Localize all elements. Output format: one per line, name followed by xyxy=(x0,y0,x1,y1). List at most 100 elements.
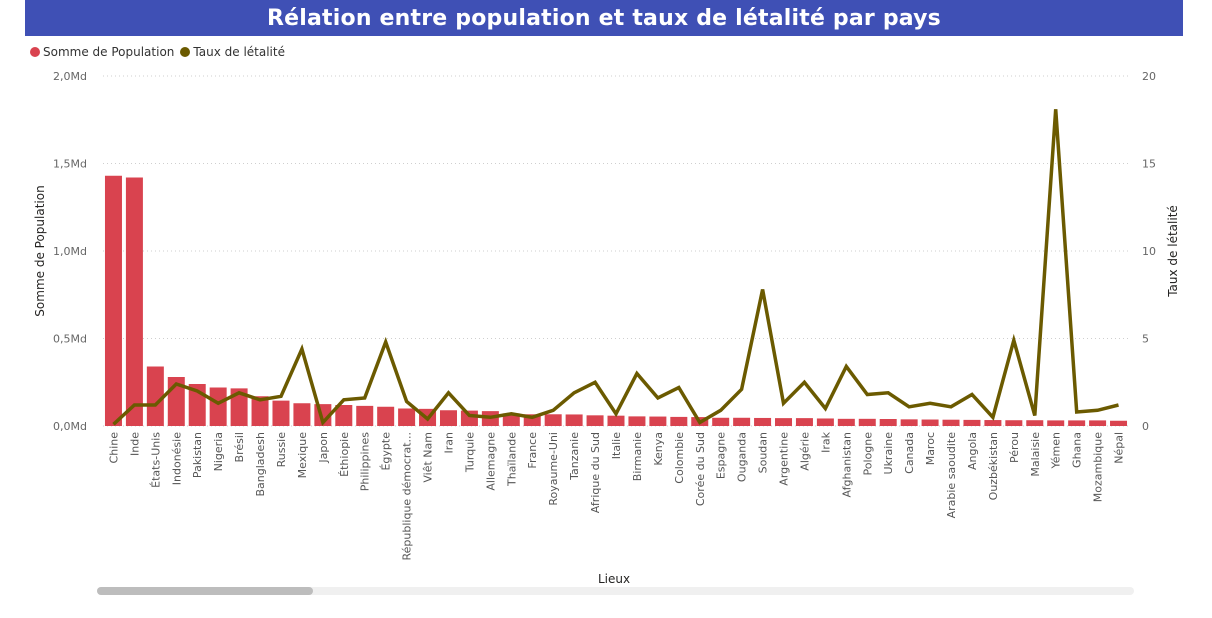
x-tick-label: Pérou xyxy=(1008,432,1021,463)
bar-population xyxy=(921,419,939,426)
bar-population xyxy=(1005,420,1023,426)
x-tick-label: Birmanie xyxy=(631,432,644,481)
legend-item-lethality[interactable]: Taux de létalité xyxy=(180,45,285,59)
chart-title: Rélation entre population et taux de lét… xyxy=(267,5,941,31)
y-tick-label: 1,5Md xyxy=(53,158,87,171)
y2-tick-label: 15 xyxy=(1142,158,1156,171)
x-tick-label: Italie xyxy=(610,432,623,459)
bar-population xyxy=(1068,420,1086,426)
x-axis-title: Lieux xyxy=(598,572,630,586)
x-tick-label: Thaïlande xyxy=(505,432,518,487)
bar-population xyxy=(712,417,730,426)
x-tick-label: Angola xyxy=(966,432,979,470)
bar-population xyxy=(104,175,122,426)
bar-population xyxy=(963,419,981,426)
x-tick-label: Corée du Sud xyxy=(694,432,707,506)
y2-tick-label: 5 xyxy=(1142,333,1149,346)
x-tick-label: Viêt Nam xyxy=(422,432,435,483)
x-tick-label: Égypte xyxy=(380,432,393,471)
bar-population xyxy=(377,406,395,426)
bar-population xyxy=(984,420,1002,426)
x-tick-label: Pologne xyxy=(861,432,874,476)
x-tick-label: Pakistan xyxy=(191,432,204,478)
x-tick-label: Irak xyxy=(819,431,832,453)
bar-population xyxy=(858,418,876,426)
bar-population xyxy=(879,419,897,426)
y2-tick-label: 20 xyxy=(1142,70,1156,83)
legend-item-population[interactable]: Somme de Population xyxy=(30,45,174,59)
bar-population xyxy=(775,418,793,426)
x-tick-label: Ouganda xyxy=(736,432,749,482)
x-tick-label: Bangladesh xyxy=(254,432,267,497)
x-tick-label: Maroc xyxy=(924,432,937,465)
bar-population xyxy=(795,418,813,426)
y-tick-label: 2,0Md xyxy=(53,70,87,83)
bar-population xyxy=(1089,420,1107,426)
bar-population xyxy=(335,405,353,426)
horizontal-scrollbar[interactable] xyxy=(97,587,1134,595)
bar-population xyxy=(356,405,374,426)
x-tick-label: Colombie xyxy=(673,432,686,484)
bar-population xyxy=(502,413,520,426)
x-tick-label: Algérie xyxy=(798,432,811,471)
x-tick-label: Ouzbékistan xyxy=(987,432,1000,500)
x-tick-label: Soudan xyxy=(757,432,770,473)
x-tick-label: Mexique xyxy=(296,432,309,479)
bar-population xyxy=(586,415,604,426)
line-lethality xyxy=(112,109,1119,426)
scrollbar-thumb[interactable] xyxy=(97,587,313,595)
x-tick-label: Espagne xyxy=(715,432,728,479)
x-tick-label: Ukraine xyxy=(882,432,895,475)
bar-population xyxy=(837,418,855,426)
x-tick-label: Éthiopie xyxy=(338,432,351,477)
bar-population xyxy=(544,414,562,426)
x-tick-label: Malaisie xyxy=(1029,432,1042,477)
x-tick-label: Japon xyxy=(317,432,330,464)
x-tick-label: Chine xyxy=(107,432,120,464)
x-tick-label: Afrique du Sud xyxy=(589,432,602,513)
bar-population xyxy=(942,419,960,426)
bar-population xyxy=(628,416,646,426)
x-tick-label: Mozambique xyxy=(1092,432,1105,502)
x-tick-label: Yémen xyxy=(1050,432,1063,470)
chart-legend: Somme de Population Taux de létalité xyxy=(30,45,291,59)
bar-population xyxy=(439,410,457,426)
x-tick-label: Argentine xyxy=(778,432,791,486)
y-tick-label: 0,5Md xyxy=(53,333,87,346)
bar-population xyxy=(125,177,143,426)
chart-title-bar: Rélation entre population et taux de lét… xyxy=(25,0,1183,36)
bar-population xyxy=(649,416,667,426)
x-tick-label: Russie xyxy=(275,432,288,468)
x-tick-label: Canada xyxy=(903,432,916,474)
bar-population xyxy=(398,408,416,426)
x-tick-label: Inde xyxy=(128,432,141,456)
bar-population xyxy=(670,416,688,426)
bar-population xyxy=(816,418,834,426)
bar-population xyxy=(460,410,478,426)
bar-population xyxy=(293,403,311,426)
legend-label-lethality: Taux de létalité xyxy=(193,45,285,59)
bar-population xyxy=(209,387,227,426)
bar-population xyxy=(565,414,583,426)
legend-label-population: Somme de Population xyxy=(43,45,175,59)
y-tick-label: 1,0Md xyxy=(53,245,87,258)
bar-population xyxy=(1047,420,1065,426)
x-tick-label: Arabie saoudite xyxy=(945,432,958,519)
x-tick-label: Ghana xyxy=(1071,432,1084,468)
bar-population xyxy=(1026,420,1044,426)
x-tick-label: Philippines xyxy=(359,432,372,492)
x-tick-label: Indonésie xyxy=(170,432,183,485)
bar-population xyxy=(272,400,290,426)
x-tick-label: France xyxy=(526,432,539,469)
y2-axis-title: Taux de létalité xyxy=(1166,205,1180,298)
x-tick-label: Royaume-Uni xyxy=(547,432,560,506)
bar-population xyxy=(1110,420,1128,426)
x-tick-label: Iran xyxy=(442,432,455,454)
x-tick-label: Tanzanie xyxy=(568,432,581,481)
y2-tick-label: 0 xyxy=(1142,420,1149,433)
x-tick-label: Kenya xyxy=(652,432,665,466)
x-tick-label: Afghanistan xyxy=(840,432,853,498)
x-tick-label: Allemagne xyxy=(484,432,497,491)
bar-population xyxy=(900,419,918,426)
